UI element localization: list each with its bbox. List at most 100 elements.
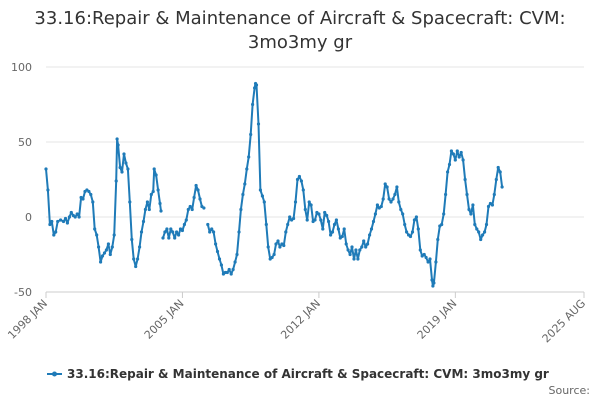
data-point[interactable] (225, 270, 229, 275)
data-point[interactable] (138, 245, 142, 249)
data-point[interactable] (422, 252, 426, 257)
data-point[interactable] (233, 260, 237, 264)
data-point[interactable] (59, 218, 63, 222)
data-point[interactable] (475, 227, 479, 231)
data-point[interactable] (217, 257, 222, 261)
data-point[interactable] (190, 207, 194, 212)
data-point[interactable] (126, 167, 130, 171)
data-point[interactable] (428, 257, 432, 261)
data-point[interactable] (184, 218, 188, 222)
data-point[interactable] (54, 230, 58, 234)
data-point[interactable] (360, 245, 364, 249)
data-point[interactable] (152, 167, 156, 171)
data-point[interactable] (177, 233, 181, 237)
data-point[interactable] (295, 177, 300, 182)
data-point[interactable] (188, 204, 192, 209)
data-point[interactable] (262, 200, 266, 204)
data-point[interactable] (364, 245, 368, 249)
data-point[interactable] (182, 222, 186, 227)
data-point[interactable] (87, 189, 91, 194)
data-point[interactable] (416, 227, 420, 231)
data-point[interactable] (256, 122, 261, 126)
data-point[interactable] (354, 248, 358, 252)
data-point[interactable] (243, 182, 247, 186)
data-point[interactable] (175, 230, 179, 234)
data-point[interactable] (165, 227, 169, 231)
data-point[interactable] (56, 219, 60, 224)
data-point[interactable] (436, 237, 440, 242)
data-point[interactable] (237, 230, 241, 234)
data-point[interactable] (104, 248, 108, 252)
data-point[interactable] (412, 218, 416, 222)
data-point[interactable] (100, 254, 105, 258)
data-point[interactable] (379, 204, 383, 209)
data-point[interactable] (128, 200, 132, 204)
data-point[interactable] (167, 236, 171, 240)
data-point[interactable] (383, 182, 387, 186)
data-point[interactable] (97, 245, 101, 249)
data-point[interactable] (483, 230, 487, 234)
data-point[interactable] (469, 212, 473, 216)
data-point[interactable] (301, 188, 305, 192)
data-point[interactable] (61, 219, 66, 224)
data-point[interactable] (479, 237, 483, 242)
data-point[interactable] (264, 222, 268, 227)
data-point[interactable] (431, 284, 435, 288)
data-point[interactable] (342, 227, 346, 231)
data-point[interactable] (471, 203, 475, 207)
data-point[interactable] (77, 215, 81, 219)
data-point[interactable] (276, 239, 280, 243)
data-point[interactable] (405, 230, 409, 234)
data-point[interactable] (241, 192, 245, 197)
data-point[interactable] (180, 228, 184, 233)
data-point[interactable] (350, 245, 354, 249)
data-point[interactable] (321, 227, 325, 231)
data-point[interactable] (91, 200, 95, 204)
data-point[interactable] (313, 218, 317, 222)
data-point[interactable] (81, 197, 85, 201)
data-point[interactable] (67, 215, 71, 219)
data-point[interactable] (194, 183, 198, 188)
data-point[interactable] (346, 248, 350, 252)
data-point[interactable] (459, 150, 463, 155)
data-point[interactable] (143, 207, 147, 212)
data-point[interactable] (247, 155, 251, 159)
data-point[interactable] (116, 143, 120, 147)
data-point[interactable] (219, 263, 223, 267)
data-point[interactable] (451, 152, 455, 156)
data-point[interactable] (282, 243, 286, 248)
data-point[interactable] (467, 207, 471, 212)
data-point[interactable] (169, 227, 173, 231)
data-point[interactable] (358, 248, 362, 252)
data-point[interactable] (159, 209, 163, 213)
data-point[interactable] (344, 242, 348, 246)
legend[interactable]: 33.16:Repair & Maintenance of Aircraft &… (47, 367, 549, 381)
data-point[interactable] (149, 192, 153, 197)
data-point[interactable] (297, 174, 301, 179)
data-point[interactable] (486, 204, 491, 209)
data-point[interactable] (362, 239, 366, 243)
data-point[interactable] (132, 257, 136, 261)
data-point[interactable] (258, 188, 262, 192)
data-point[interactable] (366, 242, 370, 246)
data-point[interactable] (440, 222, 444, 227)
data-point[interactable] (426, 260, 430, 264)
data-point[interactable] (48, 222, 52, 227)
data-point[interactable] (73, 215, 77, 219)
data-point[interactable] (286, 222, 290, 227)
data-point[interactable] (163, 230, 167, 234)
data-point[interactable] (102, 251, 107, 255)
data-point[interactable] (399, 207, 403, 212)
data-point[interactable] (317, 212, 321, 216)
data-point[interactable] (492, 192, 496, 197)
data-point[interactable] (336, 227, 340, 231)
data-point[interactable] (44, 167, 48, 171)
data-point[interactable] (395, 185, 399, 189)
data-point[interactable] (196, 188, 200, 192)
data-point[interactable] (192, 195, 196, 200)
data-point[interactable] (352, 257, 356, 261)
data-point[interactable] (130, 237, 134, 242)
data-point[interactable] (260, 194, 264, 198)
source-label[interactable]: Source: (549, 384, 591, 397)
legend-label[interactable]: 33.16:Repair & Maintenance of Aircraft &… (67, 367, 549, 381)
